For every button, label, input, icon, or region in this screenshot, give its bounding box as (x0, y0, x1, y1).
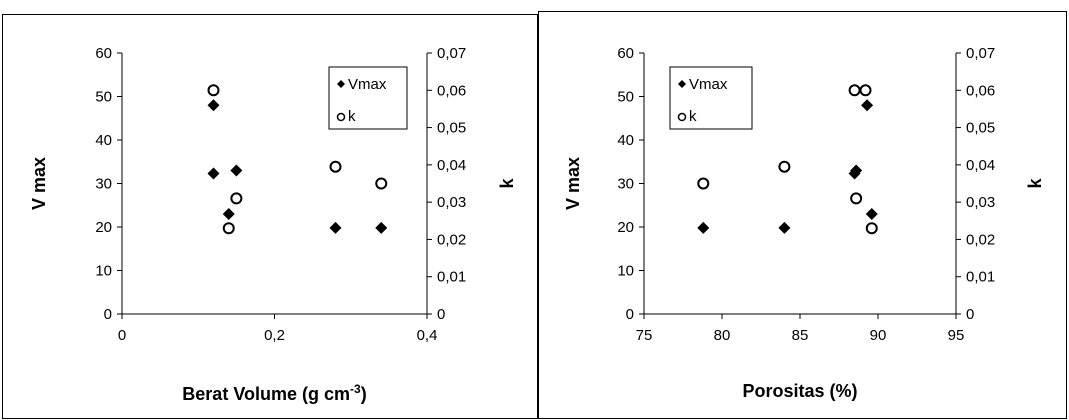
y-tick-label: 30 (617, 176, 634, 193)
x-tick-label: 90 (870, 327, 887, 344)
x-tick-label: 95 (948, 327, 965, 344)
y-tick-label: 30 (95, 176, 112, 193)
y-tick-label: 10 (95, 263, 112, 280)
y2-axis-title: k (1025, 178, 1045, 189)
x-tick-label: 80 (714, 327, 731, 344)
y2-tick-label: 0,07 (966, 45, 995, 62)
legend-label: k (689, 108, 697, 125)
data-point-k (848, 84, 861, 97)
x-axis-title-main: Berat Volume (g cm (182, 384, 350, 404)
legend-marker-vmax (337, 80, 345, 88)
y-tick-label: 40 (617, 132, 634, 149)
x-axis-title-main: Porositas (%) (742, 381, 857, 401)
y2-tick-label: 0,06 (966, 82, 995, 99)
data-point-k (697, 177, 710, 190)
legend-marker-k (336, 112, 346, 122)
data-point-vmax (375, 221, 388, 234)
data-point-k (850, 192, 863, 205)
x-axis-title: Porositas (%) (742, 381, 857, 401)
x-axis-title-end: ) (361, 384, 367, 404)
y-tick-label: 20 (95, 219, 112, 236)
data-point-k (222, 222, 235, 235)
y2-tick-label: 0,03 (437, 194, 466, 211)
y2-tick-label: 0,06 (437, 82, 466, 99)
chart-panel-berat-volume: 0 10 20 30 40 50 60 0 0,01 0,02 0,03 0,04 0,05 0,06 0,… (2, 14, 538, 419)
data-point-vmax (861, 99, 874, 112)
scatter-chart-porositas: 0 10 20 30 40 50 60 0 0,01 0,02 0,03 0,04 0,05 0,06 0,… (563, 45, 1045, 401)
data-point-k (329, 160, 342, 173)
plot-area-porositas: 0 10 20 30 40 50 60 0 0,01 0,02 0,03 0,04 0,05 0,06 0,… (563, 45, 1045, 401)
y2-tick-label: 0,02 (437, 231, 466, 248)
y2-tick-label: 0 (966, 306, 974, 323)
y-tick-label: 20 (617, 219, 634, 236)
x-tick-label: 0,2 (264, 327, 285, 344)
data-point-vmax (697, 221, 710, 234)
data-point-vmax (865, 207, 878, 220)
y-tick-label: 0 (104, 306, 112, 323)
plot-area-berat-volume: 0 10 20 30 40 50 60 0 0,01 0,02 0,03 0,04 0,05 0,06 0,… (29, 45, 517, 404)
y-tick-label: 50 (95, 89, 112, 106)
data-point-vmax (230, 164, 243, 177)
y-tick-label: 50 (617, 89, 634, 106)
legend-porositas: Vmax k (669, 66, 753, 130)
y-tick-label: 60 (95, 45, 112, 62)
y2-tick-label: 0,04 (437, 157, 466, 174)
legend-marker-k (677, 112, 687, 122)
y2-tick-label: 0,02 (966, 231, 995, 248)
data-point-vmax (222, 207, 235, 220)
y2-tick-label: 0,05 (437, 120, 466, 137)
x-tick-label: 0 (118, 327, 126, 344)
legend-label: Vmax (689, 76, 728, 93)
legend-marker-vmax (678, 80, 686, 88)
legend-berat-volume: Vmax k (328, 66, 408, 130)
y-tick-label: 60 (617, 45, 634, 62)
y2-tick-label: 0 (437, 306, 445, 323)
data-point-k (778, 160, 791, 173)
y-tick-label: 40 (95, 132, 112, 149)
data-point-vmax (329, 221, 342, 234)
chart-panel-porositas: 0 10 20 30 40 50 60 0 0,01 0,02 0,03 0,04 0,05 0,06 0,… (538, 11, 1067, 419)
y-axis-title: V max (563, 157, 583, 210)
y2-tick-label: 0,01 (966, 269, 995, 286)
data-point-k (207, 84, 220, 97)
y2-tick-label: 0,03 (966, 194, 995, 211)
y-tick-label: 10 (617, 263, 634, 280)
data-point-k (865, 222, 878, 235)
y2-tick-label: 0,01 (437, 269, 466, 286)
data-point-vmax (207, 99, 220, 112)
data-point-vmax (850, 164, 863, 177)
x-tick-label: 75 (636, 327, 653, 344)
data-point-k (375, 177, 388, 190)
x-tick-label: 0,4 (417, 327, 438, 344)
y-axis-title: V max (29, 157, 49, 210)
data-point-k (859, 84, 872, 97)
y2-tick-label: 0,04 (966, 157, 995, 174)
y-tick-label: 0 (626, 306, 634, 323)
y2-tick-label: 0,07 (437, 45, 466, 62)
x-tick-label: 85 (792, 327, 809, 344)
scatter-chart-berat-volume: 0 10 20 30 40 50 60 0 0,01 0,02 0,03 0,04 0,05 0,06 0,… (29, 45, 517, 404)
x-axis-title: Berat Volume (g cm-3) (182, 382, 366, 404)
legend-label: Vmax (348, 76, 387, 93)
data-point-k (230, 192, 243, 205)
y2-axis-title: k (497, 178, 517, 189)
legend-label: k (348, 108, 356, 125)
y2-tick-label: 0,05 (966, 120, 995, 137)
x-axis-title-superscript: -3 (350, 382, 361, 396)
data-point-vmax (778, 221, 791, 234)
data-point-vmax (207, 167, 220, 180)
